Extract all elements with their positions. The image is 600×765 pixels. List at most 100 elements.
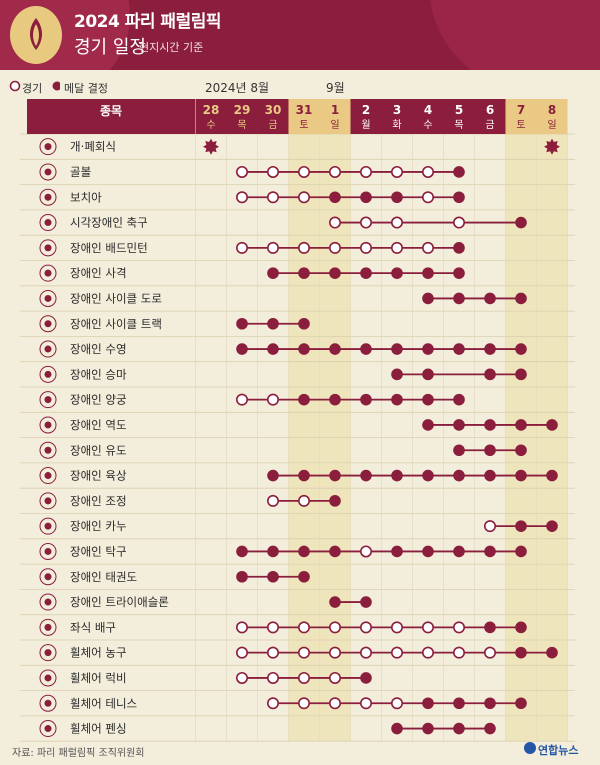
match-marker: [328, 697, 341, 710]
sport-name: 골볼: [70, 165, 91, 179]
legend-match: 경기: [22, 82, 43, 95]
match-marker: [266, 697, 279, 710]
match-marker: [266, 393, 279, 406]
equestrian-icon: [39, 365, 57, 383]
medal-marker: [453, 545, 465, 558]
ceremony-burst-icon: [203, 138, 219, 155]
medal-marker: [546, 419, 558, 431]
date-header-cell: [474, 99, 506, 134]
medal-marker: [515, 621, 527, 634]
sport-row: 개·폐회식: [39, 138, 560, 156]
sport-row: 휠체어 럭비: [39, 669, 372, 687]
source-note: 자료: 파리 패럴림픽 조직위원회: [12, 748, 145, 759]
date-weekday: 수: [423, 119, 432, 131]
sport-row: 장애인 양궁: [39, 391, 465, 409]
date-number: 1: [331, 103, 339, 117]
medal-marker: [453, 292, 465, 305]
match-marker: [297, 241, 310, 254]
match-marker: [421, 165, 434, 178]
medal-marker: [546, 646, 558, 659]
date-header-6: 6금: [474, 99, 506, 134]
shooting-icon: [39, 264, 57, 282]
match-marker: [421, 191, 434, 204]
medal-marker: [453, 393, 465, 406]
date-weekday: 목: [237, 119, 246, 131]
sport-row: 골볼: [39, 163, 465, 181]
ceremony-icon: [39, 138, 57, 156]
medal-marker: [422, 545, 434, 558]
medal-marker: [267, 267, 279, 279]
medal-marker: [422, 343, 434, 355]
date-weekday: 일: [547, 119, 556, 131]
medal-marker: [391, 343, 403, 355]
match-marker: [266, 671, 279, 684]
medal-marker-icon: [52, 81, 60, 91]
sport-name: 휠체어 럭비: [70, 671, 127, 685]
match-marker: [328, 241, 341, 254]
date-number: 6: [486, 103, 494, 117]
medal-marker: [453, 166, 465, 178]
sitting-volleyball-icon: [39, 618, 57, 636]
medal-marker: [515, 292, 527, 305]
medal-marker: [515, 216, 527, 229]
rowing-icon: [39, 492, 57, 510]
medal-marker: [267, 570, 279, 583]
medal-marker: [329, 545, 341, 558]
medal-marker: [298, 393, 310, 406]
match-marker: [359, 646, 372, 659]
medal-marker: [453, 419, 465, 431]
date-header-29: 29 목: [226, 99, 258, 134]
swimming-icon: [39, 340, 57, 358]
medal-marker: [329, 191, 341, 204]
sport-name: 장애인 승마: [70, 367, 127, 381]
medal-marker: [422, 267, 434, 279]
medal-marker: [298, 267, 310, 279]
sport-name: 개·폐회식: [70, 140, 116, 154]
date-header-cell: [319, 99, 351, 134]
track-cycling-icon: [39, 315, 57, 333]
legend-markers: [9, 80, 60, 92]
date-header-2: 2월: [350, 99, 382, 134]
medal-marker: [484, 343, 496, 355]
date-header-cell: [443, 99, 475, 134]
medal-marker: [391, 191, 403, 204]
match-marker: [266, 241, 279, 254]
match-marker-icon: [9, 80, 21, 92]
judo-icon: [39, 441, 57, 459]
sport-row: 장애인 승마: [39, 365, 527, 383]
match-marker: [236, 646, 249, 659]
sport-row: 장애인 카누: [39, 517, 558, 535]
medal-marker: [391, 545, 403, 558]
date-weekday: 화: [392, 119, 401, 131]
match-marker: [483, 520, 496, 533]
match-marker: [421, 241, 434, 254]
wheelchair-basketball-icon: [39, 644, 57, 662]
medal-marker: [236, 545, 248, 558]
medal-marker: [422, 469, 434, 482]
table-tennis-icon: [39, 542, 57, 560]
sport-name: 장애인 조정: [70, 494, 127, 508]
medal-marker: [422, 393, 434, 406]
wheelchair-tennis-icon: [39, 694, 57, 712]
table-header-label-cell: [27, 99, 195, 134]
match-marker: [359, 545, 372, 558]
paralympic-emblem-icon: [10, 6, 62, 64]
medal-marker: [453, 267, 465, 279]
medal-marker: [360, 343, 372, 355]
ceremony-burst-icon: [544, 138, 560, 155]
date-weekday: 금: [268, 119, 277, 131]
match-marker: [236, 191, 249, 204]
triathlon-icon: [39, 593, 57, 611]
date-number: 29: [234, 103, 251, 117]
medal-marker: [484, 469, 496, 482]
page-title: 2024 파리 패럴림픽: [74, 12, 222, 32]
medal-marker: [329, 343, 341, 355]
goalball-icon: [39, 163, 57, 181]
medal-marker: [391, 393, 403, 406]
match-marker: [452, 216, 465, 229]
sport-name: 휠체어 테니스: [70, 696, 137, 710]
date-number: 7: [517, 103, 525, 117]
sport-name: 장애인 유도: [70, 443, 127, 457]
medal-marker: [484, 292, 496, 305]
medal-marker: [515, 646, 527, 659]
